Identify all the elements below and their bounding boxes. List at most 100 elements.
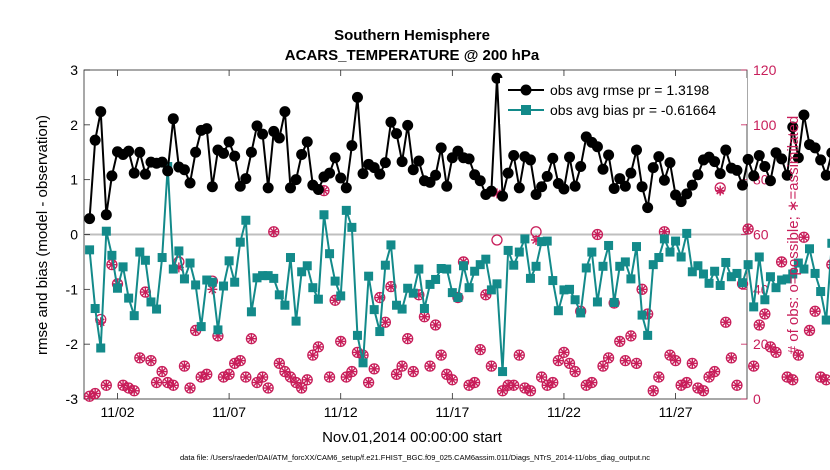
obs-assimilated-stroke xyxy=(559,348,568,357)
obs-assimilated-stroke xyxy=(386,282,395,291)
rmse-point xyxy=(251,120,263,132)
obs-assimilated-stroke xyxy=(286,373,295,382)
bias-point xyxy=(637,310,647,320)
rmse-point xyxy=(787,121,799,133)
bias-point xyxy=(403,283,413,293)
obs-assimilated-point xyxy=(798,232,809,243)
obs-assimilated-stroke xyxy=(599,362,608,371)
obs-assimilated-stroke xyxy=(269,227,278,236)
obs-assimilated-stroke xyxy=(649,386,658,395)
rmse-point xyxy=(798,109,810,121)
obs-assimilated-stroke xyxy=(571,367,580,376)
obs-assimilated-stroke xyxy=(749,362,758,371)
bias-point xyxy=(821,315,830,325)
bias-point xyxy=(436,263,446,273)
chart-title: Southern Hemisphere xyxy=(334,27,490,44)
bias-point xyxy=(464,283,474,293)
rmse-point xyxy=(279,106,291,118)
obs-assimilated-stroke xyxy=(91,389,100,398)
obs-assimilated-stroke xyxy=(716,186,725,195)
obs-assimilated-stroke xyxy=(476,345,485,354)
rmse-point xyxy=(781,169,793,181)
obs-assimilated-point xyxy=(508,380,519,391)
rmse-point xyxy=(497,190,509,202)
bias-point xyxy=(648,260,658,270)
rmse-point xyxy=(346,140,358,152)
obs-assimilated-stroke xyxy=(710,367,719,376)
rmse-point xyxy=(391,128,403,140)
rmse-point xyxy=(474,175,486,187)
obs-assimilated-stroke xyxy=(280,367,289,376)
rmse-point xyxy=(324,167,336,179)
bias-point xyxy=(330,276,340,286)
obs-assimilated-point xyxy=(625,330,636,341)
obs-assimilated-stroke xyxy=(799,233,808,242)
obs-assimilated-point xyxy=(391,369,402,380)
y-axis-label-right: # of obs: o=possible; ∗=assimilated xyxy=(785,116,802,355)
bias-point xyxy=(358,358,368,368)
obs-assimilated-point xyxy=(235,355,246,366)
rmse-point xyxy=(357,168,369,180)
obs-assimilated-stroke xyxy=(186,384,195,393)
obs-assimilated-stroke xyxy=(102,381,111,390)
obs-assimilated-stroke xyxy=(721,318,730,327)
obs-assimilated-point xyxy=(419,311,430,322)
obs-assimilated-stroke xyxy=(130,386,139,395)
rmse-point xyxy=(524,154,536,166)
obs-assimilated-stroke xyxy=(146,356,155,365)
obs-assimilated-stroke xyxy=(760,310,769,319)
bias-point xyxy=(777,275,787,285)
rmse-point xyxy=(463,153,475,165)
rmse-point xyxy=(753,150,765,162)
bias-point xyxy=(531,261,541,271)
bias-point xyxy=(598,261,608,271)
obs-assimilated-stroke xyxy=(665,351,674,360)
bias-point xyxy=(793,258,803,268)
rmse-point xyxy=(218,147,230,159)
obs-assimilated-point xyxy=(670,355,681,366)
bias-point xyxy=(604,240,614,250)
rmse-point xyxy=(709,156,721,168)
obs-assimilated-stroke xyxy=(314,342,323,351)
obs-assimilated-point xyxy=(157,366,168,377)
obs-assimilated-stroke xyxy=(470,378,479,387)
rmse-point xyxy=(597,163,609,175)
bias-point xyxy=(620,257,630,267)
rmse-point xyxy=(178,164,190,176)
obs-assimilated-point xyxy=(687,358,698,369)
rmse-point xyxy=(530,188,542,200)
y-right-tick-label: 60 xyxy=(753,227,769,243)
rmse-point xyxy=(284,182,296,194)
obs-assimilated-point xyxy=(631,358,642,369)
bias-point xyxy=(732,268,742,278)
obs-assimilated-stroke xyxy=(420,312,429,321)
rmse-point xyxy=(240,173,252,185)
bias-point xyxy=(146,297,156,307)
obs-assimilated-point xyxy=(313,341,324,352)
rmse-point xyxy=(658,174,670,186)
bias-point xyxy=(196,322,206,332)
obs-assimilated-stroke xyxy=(152,378,161,387)
y-tick-label: -1 xyxy=(66,281,79,297)
y-tick-label: 0 xyxy=(70,227,78,243)
bias-point xyxy=(520,234,530,244)
bias-point xyxy=(219,281,229,291)
rmse-point xyxy=(106,170,118,182)
rmse-point xyxy=(625,167,637,179)
obs-assimilated-point xyxy=(397,361,408,372)
bias-point xyxy=(453,293,463,303)
obs-assimilated-point xyxy=(731,380,742,391)
bias-point xyxy=(503,245,513,255)
obs-assimilated-stroke xyxy=(398,362,407,371)
obs-assimilated-point xyxy=(709,366,720,377)
bias-point xyxy=(241,215,251,225)
obs-assimilated-stroke xyxy=(437,351,446,360)
obs-assimilated-point xyxy=(480,289,491,300)
obs-assimilated-point xyxy=(196,372,207,383)
y-right-tick-label: 120 xyxy=(753,62,777,78)
rmse-point xyxy=(614,173,626,185)
obs-assimilated-stroke xyxy=(403,334,412,343)
obs-assimilated-point xyxy=(648,385,659,396)
obs-assimilated-stroke xyxy=(426,362,435,371)
